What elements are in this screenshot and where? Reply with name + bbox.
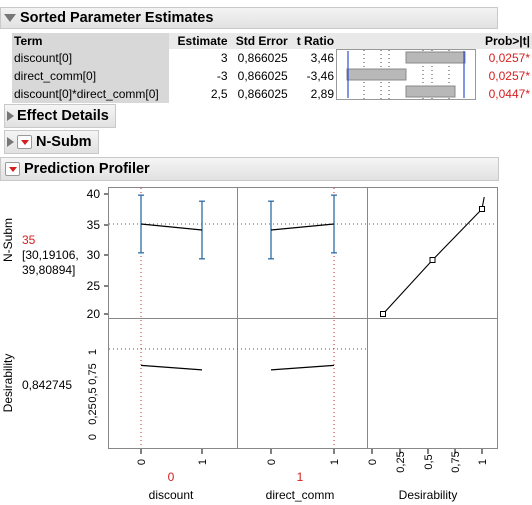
- t-ratio-cell: -3,46: [306, 69, 335, 83]
- y-ticks-bottom: 1 0,75 0,5 0,25 0: [87, 349, 99, 440]
- svg-text:1: 1: [477, 459, 489, 465]
- col-term[interactable]: Term: [12, 33, 170, 49]
- std-error-cell: 0,866025: [237, 87, 288, 101]
- svg-text:0,25: 0,25: [87, 403, 99, 424]
- desirability-handle: [479, 206, 485, 212]
- term-cell: discount[0]: [12, 49, 170, 67]
- direct-comm-current-value[interactable]: 1: [297, 470, 304, 484]
- svg-text:0,75: 0,75: [450, 451, 462, 472]
- report-title: Sorted Parameter Estimates: [20, 10, 214, 26]
- svg-text:0: 0: [367, 459, 379, 465]
- col-prob[interactable]: Prob>|t|: [479, 33, 532, 49]
- table-row: discount[0] 3 0,866025 3,46 0,0257*: [12, 49, 532, 100]
- desirability-handle: [429, 257, 436, 263]
- svg-text:40: 40: [87, 187, 101, 201]
- svg-text:20: 20: [87, 307, 101, 321]
- term-cell: direct_comm[0]: [12, 67, 170, 85]
- response-axis-label: N-Subm: [1, 218, 15, 262]
- nsubm-header[interactable]: N-Subm: [4, 130, 99, 154]
- t-ratio-bars-svg: [336, 49, 477, 100]
- discount-desirability-line: [140, 364, 203, 371]
- red-triangle-menu-icon[interactable]: [5, 162, 20, 176]
- response-ci-line1: [30,19106,: [22, 248, 79, 262]
- t-ratio-bar-chart: [336, 49, 479, 103]
- response-ci-line2: 39,80894]: [22, 263, 75, 277]
- col-t-bar: [336, 33, 480, 49]
- red-triangle-menu-icon[interactable]: [17, 135, 32, 149]
- disclosure-closed-icon[interactable]: [7, 111, 14, 121]
- effect-details-title: Effect Details: [17, 108, 109, 124]
- estimate-cell: 3: [220, 51, 228, 65]
- factor-direct-comm-label: direct_comm: [266, 488, 335, 502]
- svg-text:1: 1: [87, 349, 99, 355]
- std-error-cell: 0,866025: [237, 69, 288, 83]
- table-row: direct_comm[0] -3 0,866025 -3,46 0,0257*: [12, 67, 532, 85]
- prob-cell: 0,0447*: [488, 87, 530, 101]
- t-bar-direct-comm: [346, 68, 407, 81]
- t-ratio-cell: 3,46: [310, 51, 335, 65]
- direct-comm-prediction-line: [270, 223, 335, 231]
- effect-details-header[interactable]: Effect Details: [4, 104, 116, 128]
- profiler-title: Prediction Profiler: [24, 161, 150, 177]
- desirability-handle: [380, 311, 386, 317]
- svg-text:0,5: 0,5: [423, 454, 435, 469]
- disclosure-closed-icon[interactable]: [7, 137, 14, 147]
- response-value[interactable]: 35: [22, 233, 36, 247]
- col-std-error[interactable]: Std Error: [229, 33, 290, 49]
- t-ratio-cell: 2,89: [310, 87, 335, 101]
- term-cell: discount[0]*direct_comm[0]: [12, 85, 170, 103]
- svg-text:0: 0: [266, 459, 278, 465]
- svg-text:30: 30: [87, 248, 101, 262]
- svg-text:0,5: 0,5: [87, 387, 99, 402]
- svg-text:1: 1: [329, 459, 341, 465]
- t-bar-interaction: [405, 85, 456, 98]
- table-row: discount[0]*direct_comm[0] 2,5 0,866025 …: [12, 85, 532, 103]
- col-estimate[interactable]: Estimate: [169, 33, 230, 49]
- t-bar-discount: [405, 51, 466, 64]
- col-t-ratio[interactable]: t Ratio: [289, 33, 337, 49]
- sorted-parameter-estimates-header[interactable]: Sorted Parameter Estimates: [0, 7, 498, 29]
- factor-discount-label: discount: [149, 488, 194, 502]
- estimate-cell: 2,5: [210, 87, 228, 101]
- table-header-row: Term Estimate Std Error t Ratio Prob>|t|: [12, 33, 532, 49]
- svg-text:0: 0: [136, 459, 148, 465]
- svg-text:0: 0: [87, 434, 99, 440]
- desirability-axis-label: Desirability: [1, 354, 15, 413]
- disclosure-open-icon[interactable]: [4, 14, 16, 22]
- svg-text:1: 1: [197, 459, 209, 465]
- std-error-cell: 0,866025: [237, 51, 288, 65]
- direct-comm-desirability-line: [270, 364, 335, 371]
- svg-text:0,25: 0,25: [395, 451, 407, 472]
- discount-prediction-line: [140, 223, 203, 231]
- desirability-value: 0,842745: [22, 378, 72, 392]
- y-ticks-top: 40 35 30 25 20: [87, 187, 101, 321]
- svg-text:0,75: 0,75: [87, 363, 99, 384]
- svg-text:35: 35: [87, 218, 101, 232]
- nsubm-title: N-Subm: [36, 134, 92, 150]
- prob-cell: 0,0257*: [488, 51, 530, 65]
- prob-cell: 0,0257*: [488, 69, 530, 83]
- parameter-estimates-table: Term Estimate Std Error t Ratio Prob>|t|…: [12, 33, 532, 103]
- svg-text:25: 25: [87, 279, 101, 293]
- factor-desirability-label: Desirability: [399, 488, 458, 502]
- estimate-cell: -3: [216, 69, 228, 83]
- prediction-profiler-header[interactable]: Prediction Profiler: [0, 157, 499, 181]
- discount-current-value[interactable]: 0: [168, 470, 175, 484]
